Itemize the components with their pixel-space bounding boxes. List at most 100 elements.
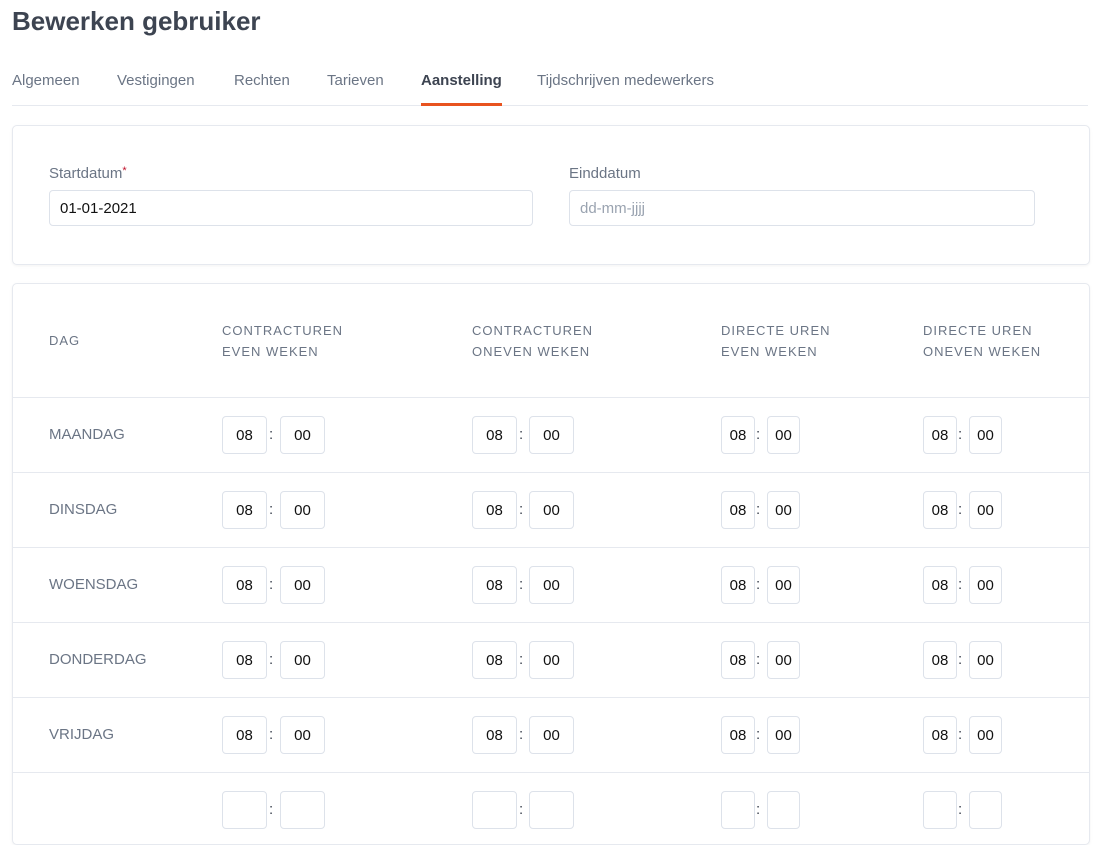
hours-input[interactable] xyxy=(222,716,267,754)
hours-input[interactable] xyxy=(222,791,267,829)
table-row: DINSDAG:::: xyxy=(13,472,1089,548)
time-separator: : xyxy=(756,651,761,668)
time-separator: : xyxy=(269,501,274,518)
column-header-line: CONTRACTUREN xyxy=(222,323,344,338)
hours-input[interactable] xyxy=(222,491,267,529)
hours-input[interactable] xyxy=(721,566,755,604)
day-label: DONDERDAG xyxy=(49,651,147,668)
column-header-line: DIRECTE UREN xyxy=(923,323,1033,338)
time-separator: : xyxy=(958,501,963,518)
minutes-input[interactable] xyxy=(767,566,800,604)
time-separator: : xyxy=(519,576,524,593)
column-header-line: ONEVEN WEKEN xyxy=(472,344,591,359)
time-separator: : xyxy=(269,651,274,668)
time-separator: : xyxy=(519,501,524,518)
day-label: WOENSDAG xyxy=(49,576,139,593)
column-header: DIRECTE UREN ONEVEN WEKEN xyxy=(923,320,1041,362)
minutes-input[interactable] xyxy=(529,491,574,529)
hours-input[interactable] xyxy=(721,416,755,454)
startdatum-label: Startdatum* xyxy=(49,165,127,182)
hours-input[interactable] xyxy=(222,641,267,679)
day-label: MAANDAG xyxy=(49,426,125,443)
column-header-line: EVEN WEKEN xyxy=(222,344,319,359)
einddatum-label: Einddatum xyxy=(569,165,641,182)
minutes-input[interactable] xyxy=(529,791,574,829)
time-separator: : xyxy=(958,651,963,668)
table-row: DONDERDAG:::: xyxy=(13,622,1089,698)
column-header-line: ONEVEN WEKEN xyxy=(923,344,1042,359)
minutes-input[interactable] xyxy=(280,641,325,679)
hours-input[interactable] xyxy=(472,416,517,454)
hours-input[interactable] xyxy=(721,641,755,679)
minutes-input[interactable] xyxy=(280,416,325,454)
hours-input[interactable] xyxy=(472,716,517,754)
minutes-input[interactable] xyxy=(280,491,325,529)
minutes-input[interactable] xyxy=(280,566,325,604)
time-separator: : xyxy=(756,576,761,593)
tab-tarieven[interactable]: Tarieven xyxy=(327,72,384,89)
minutes-input[interactable] xyxy=(969,641,1002,679)
minutes-input[interactable] xyxy=(529,566,574,604)
hours-input[interactable] xyxy=(472,791,517,829)
minutes-input[interactable] xyxy=(529,641,574,679)
hours-input[interactable] xyxy=(923,716,957,754)
tab-tijdschrijven-medewerkers[interactable]: Tijdschrijven medewerkers xyxy=(537,72,714,89)
hours-input[interactable] xyxy=(472,566,517,604)
startdatum-input[interactable] xyxy=(49,190,533,226)
hours-input[interactable] xyxy=(472,641,517,679)
column-header: DIRECTE UREN EVEN WEKEN xyxy=(721,320,831,362)
time-separator: : xyxy=(269,426,274,443)
tab-vestigingen[interactable]: Vestigingen xyxy=(117,72,195,89)
minutes-input[interactable] xyxy=(767,416,800,454)
hours-input[interactable] xyxy=(472,491,517,529)
column-header: CONTRACTUREN EVEN WEKEN xyxy=(222,320,343,362)
tab-rechten[interactable]: Rechten xyxy=(234,72,290,89)
time-separator: : xyxy=(958,426,963,443)
hours-input[interactable] xyxy=(923,791,957,829)
minutes-input[interactable] xyxy=(280,791,325,829)
page-title: Bewerken gebruiker xyxy=(12,6,261,36)
minutes-input[interactable] xyxy=(969,566,1002,604)
minutes-input[interactable] xyxy=(767,641,800,679)
tab-aanstelling[interactable]: Aanstelling xyxy=(421,72,502,106)
hours-input[interactable] xyxy=(721,791,755,829)
table-row: WOENSDAG:::: xyxy=(13,547,1089,623)
time-separator: : xyxy=(756,501,761,518)
minutes-input[interactable] xyxy=(529,716,574,754)
hours-input[interactable] xyxy=(721,716,755,754)
tab-bar: Algemeen Vestigingen Rechten Tarieven Aanste… xyxy=(12,72,1088,106)
column-header-line: CONTRACTUREN xyxy=(472,323,594,338)
minutes-input[interactable] xyxy=(280,716,325,754)
minutes-input[interactable] xyxy=(529,416,574,454)
minutes-input[interactable] xyxy=(767,491,800,529)
minutes-input[interactable] xyxy=(969,416,1002,454)
hours-input[interactable] xyxy=(721,491,755,529)
time-separator: : xyxy=(519,726,524,743)
time-separator: : xyxy=(519,651,524,668)
column-header-line: DAG xyxy=(49,333,81,348)
time-separator: : xyxy=(519,426,524,443)
column-header: DAG xyxy=(49,330,80,351)
hours-input[interactable] xyxy=(222,566,267,604)
hours-input[interactable] xyxy=(923,566,957,604)
tab-algemeen[interactable]: Algemeen xyxy=(12,72,80,89)
minutes-input[interactable] xyxy=(767,716,800,754)
minutes-input[interactable] xyxy=(969,791,1002,829)
hours-input[interactable] xyxy=(923,416,957,454)
column-header-line: EVEN WEKEN xyxy=(721,344,818,359)
time-separator: : xyxy=(756,426,761,443)
hours-table: DAG CONTRACTUREN EVEN WEKEN CONTRACTUREN ONE… xyxy=(12,283,1090,845)
column-header-line: DIRECTE UREN xyxy=(721,323,831,338)
hours-input[interactable] xyxy=(923,641,957,679)
minutes-input[interactable] xyxy=(767,791,800,829)
time-separator: : xyxy=(269,576,274,593)
minutes-input[interactable] xyxy=(969,491,1002,529)
column-header: CONTRACTUREN ONEVEN WEKEN xyxy=(472,320,593,362)
hours-input[interactable] xyxy=(923,491,957,529)
required-mark: * xyxy=(122,165,127,177)
hours-input[interactable] xyxy=(222,416,267,454)
time-separator: : xyxy=(958,726,963,743)
table-row: :::: xyxy=(13,772,1089,844)
minutes-input[interactable] xyxy=(969,716,1002,754)
einddatum-input[interactable] xyxy=(569,190,1035,226)
